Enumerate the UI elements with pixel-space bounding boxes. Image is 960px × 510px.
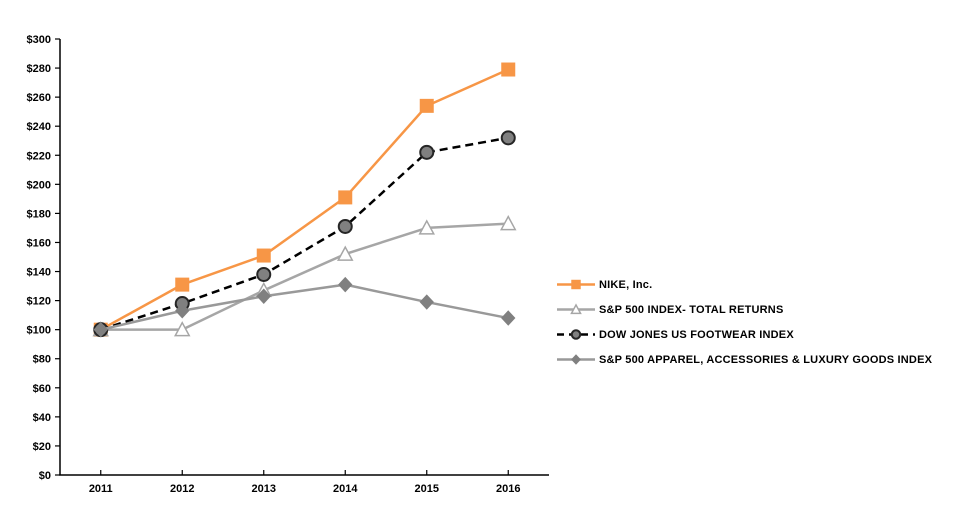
data-point-marker xyxy=(338,190,353,205)
legend-item-label: NIKE, Inc. xyxy=(599,278,653,291)
data-point-marker xyxy=(419,294,434,310)
data-point-marker xyxy=(337,218,353,234)
x-tick-label: 2015 xyxy=(415,483,439,495)
y-tick-label: $40 xyxy=(33,412,51,424)
data-point-marker xyxy=(571,354,581,365)
legend-item-label: S&P 500 APPAREL, ACCESSORIES & LUXURY GO… xyxy=(599,353,933,366)
data-point-marker xyxy=(570,303,582,315)
legend-item: S&P 500 APPAREL, ACCESSORIES & LUXURY GO… xyxy=(557,352,932,367)
y-tick-label: $300 xyxy=(27,34,51,46)
y-tick-label: $0 xyxy=(39,470,51,482)
y-tick-label: $180 xyxy=(27,208,51,220)
chart-legend: NIKE, Inc. S&P 500 INDEX- TOTAL RETURNS DO… xyxy=(557,277,932,377)
y-tick-label: $200 xyxy=(27,179,51,191)
y-tick-label: $20 xyxy=(33,441,51,453)
data-point-marker xyxy=(419,98,434,113)
legend-marker-circle-icon xyxy=(557,329,595,340)
data-point-marker xyxy=(499,214,517,231)
legend-item: DOW JONES US FOOTWEAR INDEX xyxy=(557,327,932,342)
y-tick-label: $60 xyxy=(33,383,51,395)
y-tick-label: $100 xyxy=(27,325,51,337)
y-tick-label: $220 xyxy=(27,150,51,162)
x-tick-label: 2016 xyxy=(496,483,520,495)
legend-item-label: DOW JONES US FOOTWEAR INDEX xyxy=(599,328,794,341)
data-point-marker xyxy=(175,303,190,319)
legend-marker-triangle-icon xyxy=(557,303,595,315)
series-0 xyxy=(93,62,516,337)
series-line xyxy=(100,222,509,331)
x-tick-label: 2011 xyxy=(89,483,113,495)
legend-marker-square-icon xyxy=(557,279,595,290)
data-point-marker xyxy=(418,219,436,235)
data-point-marker xyxy=(336,245,354,261)
x-tick-label: 2012 xyxy=(170,483,194,495)
data-point-marker xyxy=(256,248,271,263)
data-point-marker xyxy=(173,321,191,337)
series-2 xyxy=(93,130,516,338)
y-tick-label: $240 xyxy=(27,121,51,133)
legend-item: S&P 500 INDEX- TOTAL RETURNS xyxy=(557,302,932,317)
data-point-marker xyxy=(570,329,582,340)
y-tick-label: $80 xyxy=(33,354,51,366)
y-tick-label: $260 xyxy=(27,92,51,104)
y-tick-label: $160 xyxy=(27,237,51,249)
data-point-marker xyxy=(175,277,190,292)
data-point-marker xyxy=(256,288,271,304)
y-tick-label: $120 xyxy=(27,296,51,308)
data-point-marker xyxy=(501,62,516,77)
series-line xyxy=(100,68,509,331)
legend-marker-diamond-icon xyxy=(557,354,595,365)
x-tick-label: 2014 xyxy=(333,483,358,495)
data-point-marker xyxy=(256,266,272,282)
series-line xyxy=(100,283,509,331)
data-point-marker xyxy=(419,144,435,160)
data-point-marker xyxy=(338,276,353,293)
legend-item: NIKE, Inc. xyxy=(557,277,932,292)
y-tick-label: $140 xyxy=(27,267,51,279)
data-point-marker xyxy=(501,310,516,326)
x-tick-label: 2013 xyxy=(252,483,276,495)
legend-item-label: S&P 500 INDEX- TOTAL RETURNS xyxy=(599,303,784,316)
data-point-marker xyxy=(500,130,516,146)
series-3 xyxy=(93,276,516,338)
y-tick-label: $280 xyxy=(27,63,51,75)
series-line xyxy=(100,136,509,331)
data-point-marker xyxy=(93,321,108,338)
data-point-marker xyxy=(571,279,581,290)
